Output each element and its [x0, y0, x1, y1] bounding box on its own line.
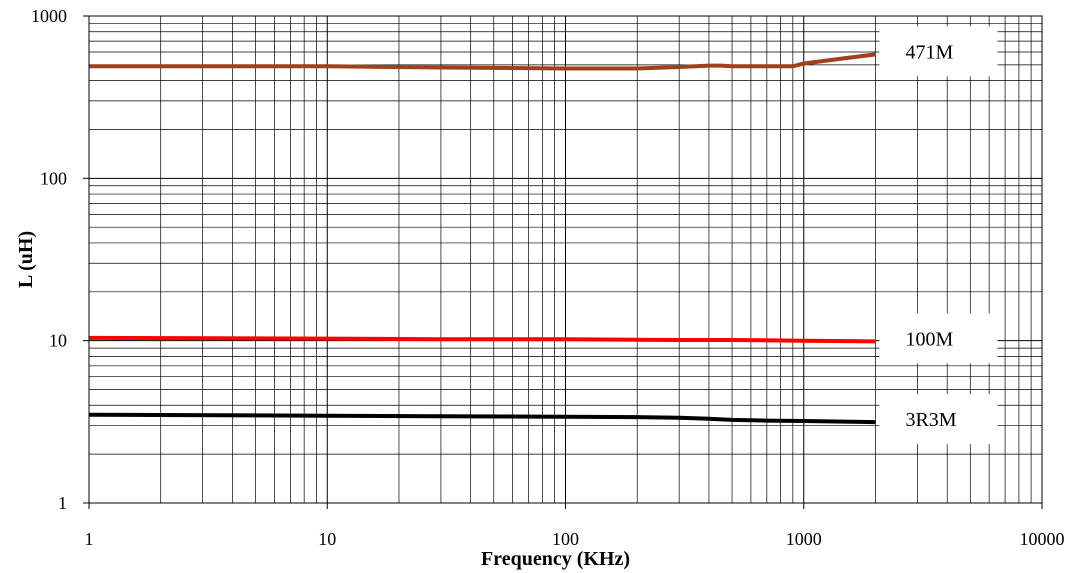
x-tick-label: 10	[318, 529, 336, 549]
series-label: 471M	[905, 41, 953, 63]
x-tick-label: 10000	[1020, 529, 1065, 549]
series-labels: 471M 100M 3R3M	[879, 26, 998, 445]
series-line	[89, 52, 876, 71]
x-tick-label: 100	[552, 529, 579, 549]
series-label: 100M	[905, 328, 953, 350]
series-line	[88, 412, 876, 425]
y-tick-label: 100	[40, 168, 67, 188]
series-label: 3R3M	[905, 409, 956, 431]
y-tick-label: 1000	[31, 6, 67, 26]
series-label-box	[879, 313, 998, 364]
y-tick-label: 1	[58, 493, 67, 513]
y-tick-label: 10	[49, 331, 67, 351]
series-line	[88, 335, 876, 344]
axis-ticks: 1 10 100 1000 10000 1 10 100 1000	[31, 6, 1065, 549]
series-label-box	[879, 26, 998, 77]
series-group	[88, 52, 876, 425]
x-tick-label: 1	[85, 529, 94, 549]
x-axis-title: Frequency (KHz)	[481, 548, 630, 570]
series-label-box	[879, 394, 998, 445]
x-tick-label: 1000	[786, 529, 822, 549]
y-axis-title: L (uH)	[15, 231, 37, 288]
